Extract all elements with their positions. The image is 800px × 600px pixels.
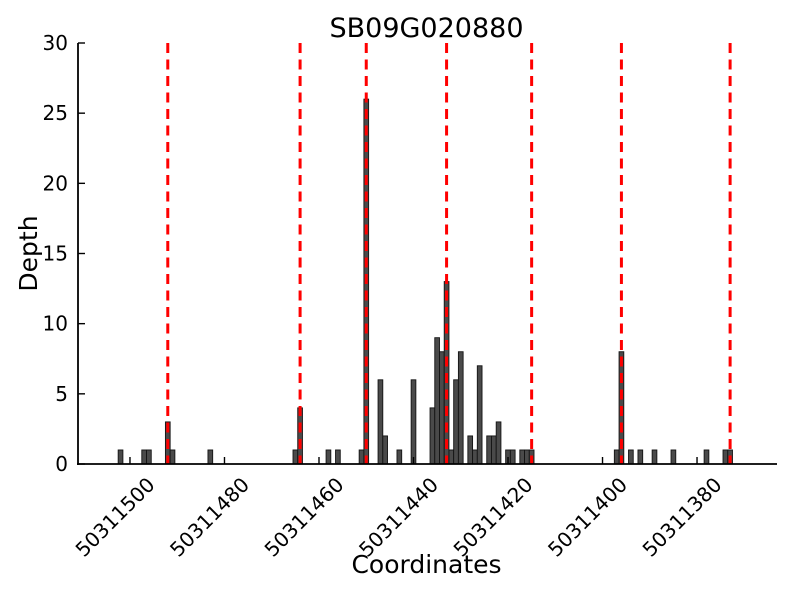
- depth-bar: [382, 435, 388, 465]
- depth-bar: [292, 449, 299, 465]
- depth-bar: [519, 449, 526, 465]
- depth-bar: [358, 449, 365, 465]
- y-tick-label: 15: [43, 242, 68, 266]
- depth-bar: [637, 449, 644, 465]
- depth-bar: [439, 351, 445, 465]
- x-tick-label: 50311400: [543, 473, 632, 562]
- depth-bar: [476, 365, 483, 465]
- x-tick-label: 50311380: [638, 473, 727, 562]
- depth-bar: [651, 449, 658, 465]
- depth-bar: [117, 449, 124, 465]
- depth-bar: [169, 449, 176, 465]
- depth-bar: [453, 379, 459, 465]
- depth-bar: [670, 449, 677, 465]
- depth-bar: [509, 449, 516, 465]
- y-tick-label: 25: [43, 101, 68, 125]
- chart-title: SB09G020880: [329, 13, 523, 44]
- depth-bar: [448, 449, 455, 465]
- depth-bar: [457, 351, 464, 465]
- x-tick-label: 50311500: [71, 473, 160, 562]
- depth-bar: [377, 379, 384, 465]
- depth-bar: [628, 449, 634, 465]
- depth-bar: [207, 449, 214, 465]
- y-tick-label: 10: [43, 312, 68, 336]
- depth-bar: [467, 435, 474, 465]
- x-tick-label: 50311480: [165, 473, 254, 562]
- depth-bar: [141, 449, 147, 465]
- depth-bar: [434, 337, 440, 465]
- x-tick-label: 50311460: [260, 473, 349, 562]
- x-tick-label: 50311440: [354, 473, 443, 562]
- x-axis-label: Coordinates: [351, 550, 501, 579]
- depth-bar: [396, 449, 403, 465]
- depth-bar: [524, 449, 530, 465]
- depth-bar: [613, 449, 620, 465]
- depth-bar: [325, 449, 332, 465]
- depth-bar: [429, 407, 436, 465]
- depth-bar: [472, 449, 478, 465]
- depth-bar: [703, 449, 710, 465]
- depth-bar: [410, 379, 417, 465]
- depth-bar: [146, 449, 152, 465]
- depth-bar: [491, 435, 497, 465]
- y-axis-label: Depth: [14, 215, 43, 291]
- y-tick-label: 5: [55, 382, 68, 406]
- depth-bar: [486, 435, 492, 465]
- y-tick-label: 0: [55, 452, 68, 476]
- x-tick-label: 50311420: [449, 473, 538, 562]
- y-tick-label: 30: [43, 31, 68, 55]
- y-tick-label: 20: [43, 171, 68, 195]
- depth-bar: [722, 449, 729, 465]
- depth-bar: [335, 449, 341, 465]
- depth-bar: [495, 421, 502, 465]
